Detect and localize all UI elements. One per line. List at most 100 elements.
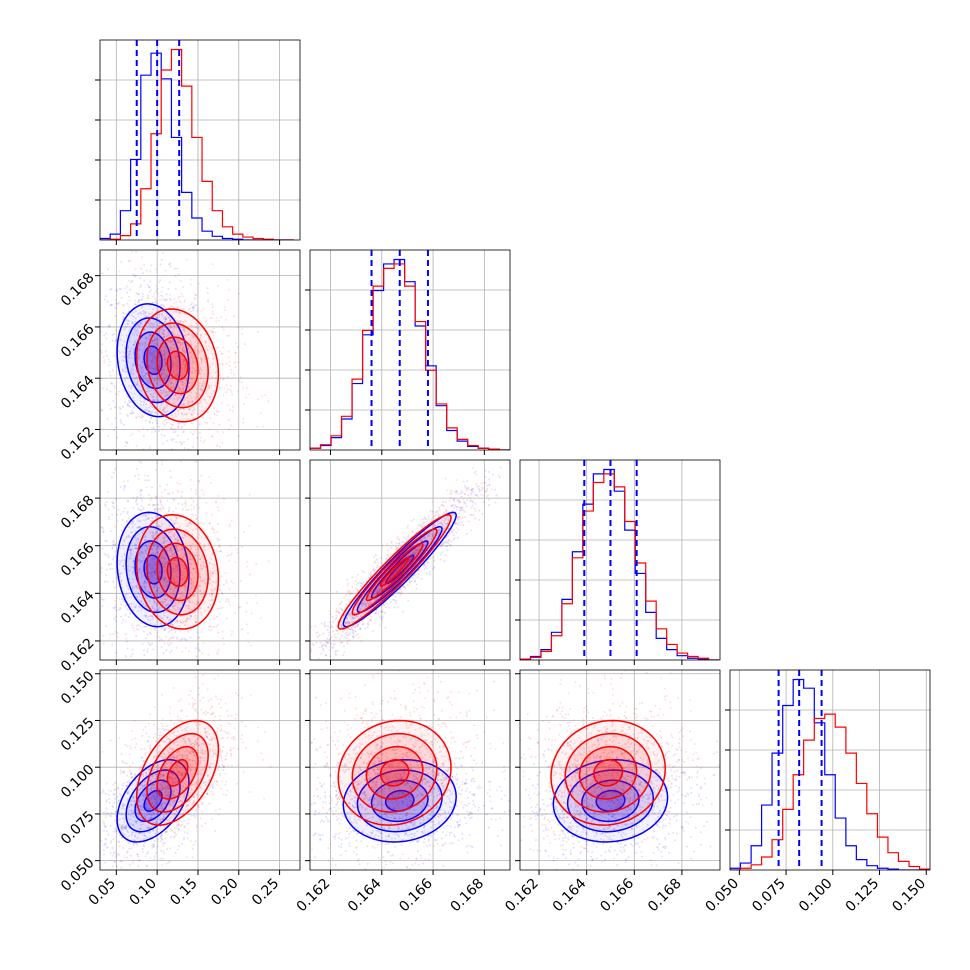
sample-point-red (127, 547, 130, 550)
sample-point-blue (179, 560, 182, 563)
sample-point-blue (142, 312, 145, 315)
sample-point-red (234, 561, 237, 564)
sample-point-red (174, 341, 177, 344)
sample-point-blue (216, 615, 219, 618)
sample-point-blue (150, 354, 153, 357)
sample-point-blue (191, 357, 194, 360)
sample-point-blue (148, 421, 151, 424)
sample-point-red (234, 360, 237, 363)
sample-point-blue (135, 635, 138, 638)
sample-point-red (141, 361, 144, 364)
sample-point-red (147, 541, 150, 544)
sample-point-red (144, 312, 147, 315)
sample-point-blue (193, 408, 196, 411)
sample-point-red (203, 439, 206, 442)
sample-point-red (178, 592, 181, 595)
sample-point-red (136, 597, 139, 600)
sample-point-blue (93, 578, 95, 580)
sample-point-red (264, 393, 267, 396)
sample-point-blue (101, 547, 104, 550)
sample-point-red (154, 563, 157, 566)
sample-point-blue (159, 557, 162, 560)
sample-point-red (132, 581, 135, 584)
sample-point-red (144, 367, 147, 370)
sample-point-blue (164, 362, 167, 365)
sample-point-blue (178, 629, 181, 632)
sample-point-blue (200, 593, 203, 596)
sample-point-red (133, 629, 136, 632)
sample-point-blue (173, 397, 176, 400)
sample-point-red (126, 351, 129, 354)
sample-point-blue (135, 444, 138, 447)
sample-point-blue (177, 421, 180, 424)
sample-point-red (170, 423, 173, 426)
sample-point-red (236, 499, 239, 502)
sample-point-red (173, 394, 176, 397)
sample-point-red (490, 488, 493, 491)
sample-point-blue (158, 313, 161, 316)
sample-point-red (143, 479, 146, 482)
sample-point-red (104, 350, 107, 353)
sample-point-red (169, 304, 172, 307)
sample-point-blue (153, 379, 156, 382)
sample-point-red (187, 451, 189, 453)
sample-point-blue (130, 522, 133, 525)
sample-point-red (126, 413, 129, 416)
sample-point-red (459, 492, 462, 495)
sample-point-blue (181, 380, 184, 383)
sample-point-blue (147, 386, 150, 389)
sample-point-red (241, 545, 244, 548)
sample-point-blue (113, 606, 116, 609)
sample-point-red (204, 340, 207, 343)
sample-point-blue (141, 585, 144, 588)
sample-point-blue (323, 623, 326, 626)
sample-point-red (423, 524, 426, 527)
sample-point-red (105, 540, 108, 543)
sample-point-red (207, 411, 210, 414)
sample-point-red (184, 367, 187, 370)
sample-point-blue (170, 549, 173, 552)
sample-point-red (246, 565, 249, 568)
sample-point-blue (95, 527, 97, 529)
histogram-content (100, 40, 294, 240)
sample-point-blue (176, 267, 179, 270)
sample-point-blue (487, 470, 490, 473)
sample-point-red (152, 295, 155, 298)
sample-point-blue (407, 599, 410, 602)
sample-point-blue (126, 302, 129, 305)
sample-point-blue (143, 311, 146, 314)
sample-point-blue (156, 551, 159, 554)
sample-point-blue (139, 525, 142, 528)
sample-point-red (181, 347, 184, 350)
sample-point-blue (427, 518, 430, 521)
sample-point-blue (163, 578, 166, 581)
sample-point-blue (111, 339, 114, 342)
sample-point-red (199, 565, 202, 568)
sample-point-blue (178, 334, 181, 337)
sample-point-blue (126, 403, 129, 406)
sample-point-blue (154, 301, 157, 304)
sample-point-blue (159, 380, 162, 383)
sample-point-red (228, 428, 231, 431)
sample-point-red (172, 386, 175, 389)
sample-point-blue (188, 544, 191, 547)
sample-point-red (218, 387, 221, 390)
sample-point-blue (153, 562, 156, 565)
sample-point-red (448, 528, 451, 531)
sample-point-blue (134, 377, 137, 380)
sample-point-blue (173, 570, 176, 573)
sample-point-red (211, 575, 214, 578)
sample-point-red (175, 341, 178, 344)
sample-point-blue (173, 324, 176, 327)
sample-point-red (217, 319, 220, 322)
sample-point-blue (166, 374, 169, 377)
sample-point-red (470, 506, 473, 509)
sample-point-red (190, 384, 193, 387)
sample-point-red (175, 344, 178, 347)
sample-point-blue (183, 534, 186, 537)
sample-point-blue (145, 269, 148, 272)
sample-point-blue (127, 404, 130, 407)
sample-point-red (198, 328, 201, 331)
sample-point-blue (172, 498, 175, 501)
sample-point-blue (151, 406, 154, 409)
